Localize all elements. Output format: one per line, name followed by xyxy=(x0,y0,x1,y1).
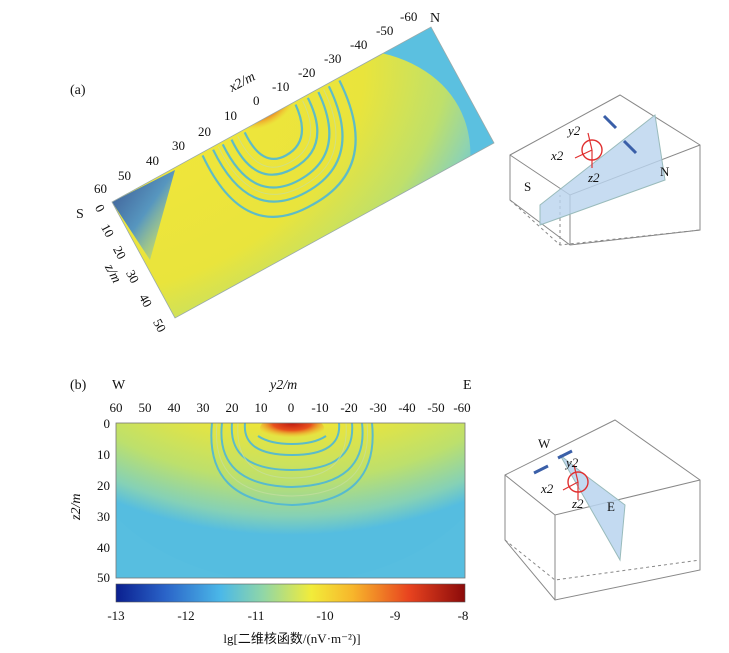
inset-a-plane xyxy=(539,114,666,226)
panel-b-heatmap xyxy=(116,423,465,578)
tick-b-x-2: 40 xyxy=(168,400,181,415)
panel-a-frame xyxy=(111,26,495,319)
tick-a-y-5: 50 xyxy=(150,316,169,335)
tick-b-x-11: -50 xyxy=(427,400,444,415)
panel-b-y-label: z2/m xyxy=(69,494,84,521)
tick-a-x-1: 50 xyxy=(118,168,131,183)
tick-b-y-3: 30 xyxy=(97,509,110,524)
tick-cbar-4: -9 xyxy=(390,608,401,623)
colorbar: -13 -12 -11 -10 -9 -8 lg[二维核函数/(nV·m⁻²)] xyxy=(107,583,468,646)
tick-b-x-8: -20 xyxy=(340,400,357,415)
tick-a-x-2: 40 xyxy=(146,153,159,168)
panel-a: (a) xyxy=(70,9,701,335)
tick-a-x-11: -50 xyxy=(376,23,393,38)
tick-b-x-1: 50 xyxy=(139,400,152,415)
tick-a-x-5: 10 xyxy=(224,108,237,123)
panel-a-left-dir: S xyxy=(76,207,84,222)
inset-a-x2: x2 xyxy=(550,148,564,163)
panel-b-inset-labels: y2 x2 z2 xyxy=(540,455,584,511)
tick-b-x-5: 10 xyxy=(255,400,268,415)
tick-a-x-6: 0 xyxy=(253,93,260,108)
panel-a-heatmap xyxy=(112,27,494,318)
panel-a-y-label: z/m xyxy=(101,261,124,286)
tick-a-x-12: -60 xyxy=(400,9,417,24)
tick-a-y-1: 10 xyxy=(98,221,117,240)
panel-a-y-ticks: 0 10 20 30 40 50 xyxy=(92,202,169,335)
panel-b-x-label: y2/m xyxy=(268,378,297,393)
tick-b-x-0: 60 xyxy=(110,400,123,415)
inset-b-y2: y2 xyxy=(564,455,579,470)
inset-b-plane xyxy=(559,454,626,562)
inset-b-z2: z2 xyxy=(571,496,584,511)
tick-cbar-0: -13 xyxy=(107,608,124,623)
inset-b-arrow-left-icon xyxy=(533,464,549,475)
tick-a-x-7: -10 xyxy=(272,79,289,94)
inset-a-dir-left: S xyxy=(524,179,531,194)
tick-b-y-1: 10 xyxy=(97,447,110,462)
inset-b-arrow-right-icon xyxy=(557,449,573,460)
panel-a-x-ticks: 60 50 40 30 20 10 0 -10 -20 -30 -40 -50 … xyxy=(94,9,417,196)
tick-b-x-12: -60 xyxy=(453,400,470,415)
panel-a-right-dir: N xyxy=(430,11,440,26)
colorbar-label: lg[二维核函数/(nV·m⁻²)] xyxy=(223,631,360,646)
tick-b-x-3: 30 xyxy=(197,400,210,415)
inset-a-z2: z2 xyxy=(587,170,600,185)
inset-b-x2: x2 xyxy=(540,481,554,496)
tick-b-y-5: 50 xyxy=(97,570,110,585)
tick-b-y-2: 20 xyxy=(97,478,110,493)
panel-a-label: (a) xyxy=(70,83,86,98)
tick-a-y-3: 30 xyxy=(123,267,142,286)
tick-a-x-10: -40 xyxy=(350,37,367,52)
tick-b-x-9: -30 xyxy=(369,400,386,415)
tick-cbar-2: -11 xyxy=(248,608,265,623)
tick-a-x-0: 60 xyxy=(94,181,107,196)
panel-b-left-dir: W xyxy=(112,378,126,393)
inset-a-arrow-down-icon xyxy=(602,114,618,130)
tick-a-y-2: 20 xyxy=(110,243,129,262)
panel-b-frame xyxy=(115,422,466,579)
tick-a-y-0: 0 xyxy=(92,202,108,215)
tick-a-x-4: 20 xyxy=(198,124,211,139)
tick-cbar-1: -12 xyxy=(177,608,194,623)
tick-a-x-8: -20 xyxy=(298,65,315,80)
inset-b-dir-left: W xyxy=(538,436,551,451)
inset-a-dir-right: N xyxy=(660,164,670,179)
tick-b-x-10: -40 xyxy=(398,400,415,415)
panel-b-label: (b) xyxy=(70,378,87,393)
tick-b-y-4: 40 xyxy=(97,540,110,555)
inset-a-y2: y2 xyxy=(566,123,581,138)
tick-a-y-4: 40 xyxy=(136,291,155,310)
panel-a-inset-labels: y2 x2 z2 xyxy=(550,123,600,185)
tick-cbar-3: -10 xyxy=(316,608,333,623)
panel-b: (b) W E y2/m 60 50 40 30 20 10 0 -10 -20… xyxy=(69,378,701,601)
panel-b-inset xyxy=(504,419,701,601)
panel-b-right-dir: E xyxy=(463,378,472,393)
inset-a-arrow-up-icon xyxy=(622,139,638,155)
panel-b-y-ticks: 0 10 20 30 40 50 xyxy=(97,416,110,585)
tick-b-y-0: 0 xyxy=(104,416,111,431)
tick-b-x-6: 0 xyxy=(288,400,295,415)
tick-b-x-4: 20 xyxy=(226,400,239,415)
tick-cbar-5: -8 xyxy=(458,608,469,623)
panel-b-x-ticks: 60 50 40 30 20 10 0 -10 -20 -30 -40 -50 … xyxy=(110,400,471,415)
panel-a-inset xyxy=(509,94,701,246)
inset-b-dir-right: E xyxy=(607,499,615,514)
colorbar-ticks: -13 -12 -11 -10 -9 -8 xyxy=(107,608,468,623)
tick-b-x-7: -10 xyxy=(311,400,328,415)
tick-a-x-3: 30 xyxy=(172,138,185,153)
tick-a-x-9: -30 xyxy=(324,51,341,66)
colorbar-ramp xyxy=(115,583,466,603)
